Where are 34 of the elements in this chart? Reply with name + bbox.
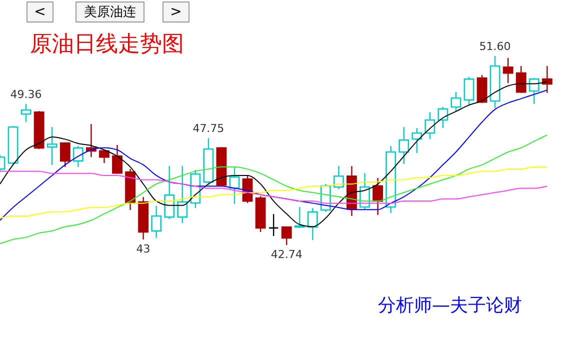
candlestick <box>528 77 540 105</box>
candlestick <box>502 57 514 84</box>
candlestick <box>516 65 526 94</box>
candlestick <box>424 112 436 140</box>
candlestick <box>372 177 384 216</box>
annotation: 47.75 <box>192 122 224 136</box>
candlestick <box>281 226 292 246</box>
candlestick <box>412 128 422 154</box>
text: < <box>34 4 46 20</box>
candlestick <box>20 103 32 123</box>
candlestick <box>464 76 474 107</box>
chart-title: 原油日线走势图 <box>30 32 184 57</box>
candlestick <box>164 165 175 220</box>
candlestick <box>99 150 110 164</box>
candlestick <box>398 126 410 165</box>
text: 美原油连 <box>84 4 136 20</box>
annotation: 43 <box>136 242 150 256</box>
text: > <box>170 4 182 20</box>
candlestick <box>72 145 84 168</box>
candlestick <box>450 91 462 112</box>
candlestick <box>151 205 162 239</box>
candlestick <box>307 207 318 241</box>
candlestick <box>268 213 279 237</box>
annotation: 49.36 <box>10 88 42 101</box>
candlestick <box>60 142 70 168</box>
text: 分析师—夫子论财 <box>378 295 522 316</box>
candlestick <box>438 106 448 129</box>
candlestick <box>542 65 552 94</box>
candlestick <box>334 165 344 190</box>
annotation: 51.60 <box>479 40 511 53</box>
candlestick <box>112 144 122 174</box>
candlestick <box>46 126 58 166</box>
annotation: 42.74 <box>270 248 302 261</box>
candlestick <box>177 165 188 224</box>
